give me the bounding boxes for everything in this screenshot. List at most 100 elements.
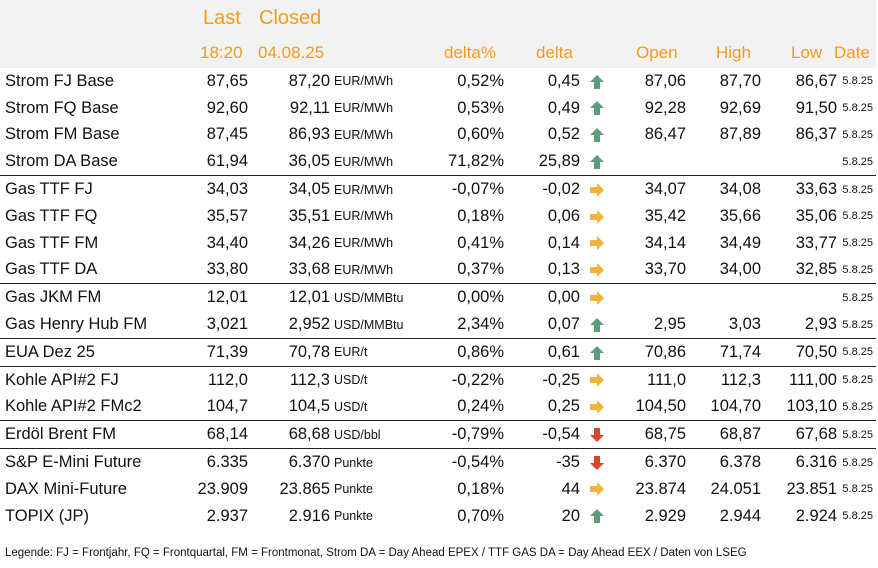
low-value: 111,00 bbox=[761, 365, 837, 394]
date-value: 5.8.25 bbox=[842, 400, 873, 413]
low-value: 86,67 bbox=[795, 71, 837, 90]
right-arrow-icon bbox=[589, 397, 605, 415]
high-value: 34,00 bbox=[719, 260, 761, 279]
trend-cell bbox=[580, 394, 614, 421]
last-value: 87,45 bbox=[206, 125, 248, 144]
instrument-name: Kohle API#2 FMc2 bbox=[5, 397, 142, 416]
up-arrow-icon bbox=[589, 343, 605, 361]
open-value: 87,06 bbox=[644, 71, 686, 90]
delta-value: 20 bbox=[561, 506, 580, 525]
delta-value: -0,02 bbox=[504, 175, 580, 203]
delta-pct-value: -0,54% bbox=[427, 448, 504, 476]
trend-cell bbox=[580, 203, 614, 230]
date-value: 5.8.25 bbox=[837, 175, 876, 203]
unit-label: EUR/MWh bbox=[334, 74, 394, 89]
last-value: 92,60 bbox=[206, 98, 248, 117]
trend-cell bbox=[580, 148, 614, 175]
delta-pct-value: 0,70% bbox=[457, 506, 504, 525]
up-arrow-icon bbox=[589, 152, 605, 170]
delta-value: 0,45 bbox=[547, 71, 580, 90]
low-value: 33,63 bbox=[761, 175, 837, 203]
instrument-name: Gas TTF DA bbox=[5, 260, 98, 279]
unit-label: USD/bbl bbox=[330, 420, 427, 449]
closed-date: 04.08.25 bbox=[258, 43, 325, 62]
table-row: Strom FJ Base 87,65 87,20 EUR/MWh 0,52% 0,45 8… bbox=[0, 68, 876, 95]
legend: Legende: FJ = Frontjahr, FQ = Frontquart… bbox=[5, 547, 747, 559]
open-value: 104,50 bbox=[635, 397, 686, 416]
last-value: 12,01 bbox=[172, 283, 248, 312]
last-value: 68,14 bbox=[172, 420, 248, 449]
table-row: Strom DA Base 61,94 36,05 EUR/MWh 71,82% 25,8… bbox=[0, 148, 876, 175]
unit-label: EUR/MWh bbox=[334, 101, 394, 116]
closed-value: 34,26 bbox=[288, 233, 330, 252]
low-value: 67,68 bbox=[761, 420, 837, 449]
delta-pct-value: 0,24% bbox=[457, 397, 504, 416]
closed-value: 104,5 bbox=[288, 397, 330, 416]
date-value: 5.8.25 bbox=[842, 510, 873, 523]
instrument-name: Kohle API#2 FJ bbox=[0, 365, 172, 394]
low-header: Low bbox=[791, 43, 823, 62]
low-value: 23.851 bbox=[786, 479, 837, 498]
table-row: Gas Henry Hub FM 3,021 2,952 USD/MMBtu 2,34%… bbox=[0, 311, 876, 338]
up-arrow-icon bbox=[589, 99, 605, 117]
table-row: Kohle API#2 FMc2 104,7 104,5 USD/t 0,24% 0,25… bbox=[0, 394, 876, 421]
trend-cell bbox=[580, 175, 614, 203]
unit-label: USD/t bbox=[330, 365, 427, 394]
high-value bbox=[686, 148, 761, 175]
date-value: 5.8.25 bbox=[842, 75, 873, 88]
closed-value: 35,51 bbox=[288, 206, 330, 225]
delta-value: 0,00 bbox=[504, 283, 580, 312]
high-value: 87,70 bbox=[719, 71, 761, 90]
delta-pct-value: 71,82% bbox=[448, 152, 504, 171]
market-table: Strom FJ Base 87,65 87,20 EUR/MWh 0,52% 0,45 8… bbox=[0, 68, 876, 530]
delta-value: 0,14 bbox=[547, 233, 580, 252]
low-value: 91,50 bbox=[795, 98, 837, 117]
delta-pct-value: 0,53% bbox=[457, 98, 504, 117]
delta-pct-value: 0,18% bbox=[457, 206, 504, 225]
low-value: 103,10 bbox=[786, 397, 837, 416]
open-value: 2.929 bbox=[644, 506, 686, 525]
open-value: 68,75 bbox=[614, 420, 686, 449]
date-value: 5.8.25 bbox=[842, 237, 873, 250]
delta-value: 0,13 bbox=[547, 260, 580, 279]
open-value: 35,42 bbox=[644, 206, 686, 225]
low-value bbox=[761, 148, 837, 175]
closed-value: 33,68 bbox=[288, 260, 330, 279]
unit-label: EUR/MWh bbox=[334, 236, 394, 251]
low-value: 70,50 bbox=[761, 337, 837, 367]
low-value: 33,77 bbox=[795, 233, 837, 252]
open-value: 34,07 bbox=[614, 175, 686, 203]
instrument-name: Strom FQ Base bbox=[5, 98, 119, 117]
table-row: Gas JKM FM 12,01 12,01 USD/MMBtu 0,00% 0,00 5.… bbox=[0, 283, 876, 312]
delta-value: 0,07 bbox=[547, 315, 580, 334]
table-row: Gas TTF DA 33,80 33,68 EUR/MWh 0,37% 0,13 33,7… bbox=[0, 257, 876, 284]
high-value: 34,08 bbox=[686, 175, 761, 203]
open-value: 111,0 bbox=[614, 365, 686, 394]
delta-pct-value: 0,60% bbox=[457, 125, 504, 144]
open-value: 23.874 bbox=[635, 479, 686, 498]
high-value: 104,70 bbox=[710, 397, 761, 416]
trend-cell bbox=[580, 122, 614, 149]
instrument-name: EUA Dez 25 bbox=[0, 337, 172, 367]
delta-pct-value: -0,79% bbox=[427, 420, 504, 449]
instrument-name: Gas TTF FJ bbox=[0, 175, 172, 203]
high-value: 112,3 bbox=[686, 365, 761, 394]
date-value: 5.8.25 bbox=[842, 210, 873, 223]
high-value: 68,87 bbox=[686, 420, 761, 449]
unit-label: EUR/MWh bbox=[334, 154, 394, 169]
delta-header: delta bbox=[536, 43, 573, 62]
date-value: 5.8.25 bbox=[842, 483, 873, 496]
instrument-name: S&P E-Mini Future bbox=[0, 448, 172, 476]
unit-label: EUR/MWh bbox=[334, 209, 394, 224]
down-arrow-icon bbox=[589, 425, 605, 443]
last-value: 34,03 bbox=[172, 175, 248, 203]
unit-label: EUR/MWh bbox=[334, 262, 394, 277]
trend-cell bbox=[580, 503, 614, 530]
high-value: 34,49 bbox=[719, 233, 761, 252]
table-header: Last Closed 18:20 04.08.25 delta% delta … bbox=[0, 0, 876, 68]
delta-value: 0,61 bbox=[504, 337, 580, 367]
unit-label: USD/t bbox=[334, 399, 368, 414]
unit-label: Punkte bbox=[334, 509, 373, 524]
instrument-name: DAX Mini-Future bbox=[5, 479, 127, 498]
last-time: 18:20 bbox=[200, 43, 243, 62]
